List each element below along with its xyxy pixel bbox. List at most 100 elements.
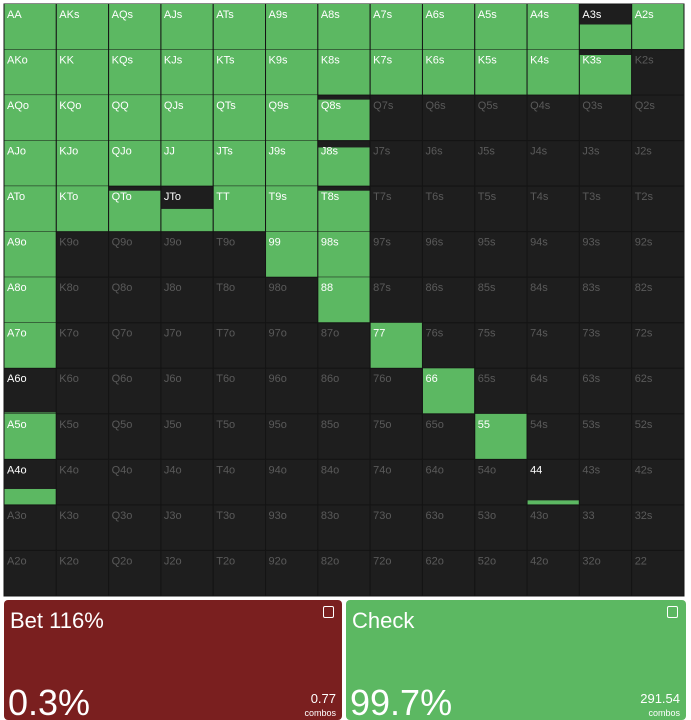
cell[interactable] — [474, 549, 528, 597]
hand-label: J8s — [321, 146, 339, 158]
cell[interactable] — [631, 94, 685, 142]
cell-fill — [370, 49, 422, 96]
cell[interactable] — [421, 549, 476, 597]
cell[interactable] — [631, 458, 685, 506]
cell[interactable] — [108, 276, 162, 324]
cell[interactable] — [212, 549, 267, 597]
hand-label: J2s — [635, 146, 653, 158]
cell[interactable] — [631, 231, 685, 278]
cell[interactable] — [578, 549, 633, 597]
cell-fill — [4, 140, 56, 187]
cell[interactable] — [526, 367, 580, 415]
bet-panel[interactable]: Bet 116% 0.3% 0.77 combos — [4, 600, 342, 720]
hand-label: 92s — [635, 237, 653, 249]
hand-label: 82s — [635, 282, 653, 294]
cell[interactable] — [631, 322, 685, 369]
cell[interactable] — [526, 413, 580, 460]
cell[interactable] — [578, 276, 633, 324]
cell[interactable] — [108, 322, 162, 369]
cell[interactable] — [369, 367, 423, 415]
cell[interactable] — [369, 140, 423, 187]
cell[interactable] — [212, 413, 267, 460]
cell[interactable] — [265, 458, 319, 506]
cell[interactable] — [317, 458, 371, 506]
cell[interactable] — [631, 504, 685, 551]
cell[interactable] — [474, 367, 528, 415]
cell[interactable] — [55, 322, 110, 369]
cell[interactable] — [526, 140, 580, 187]
cell[interactable] — [55, 367, 110, 415]
cell[interactable] — [526, 458, 580, 506]
icon[interactable] — [667, 606, 678, 618]
cell[interactable] — [631, 549, 685, 597]
cell-fill — [161, 49, 213, 96]
cell[interactable] — [265, 504, 319, 551]
hand-label: 64o — [425, 464, 443, 476]
cell[interactable] — [108, 458, 162, 506]
cell[interactable] — [369, 94, 423, 142]
range-grid: AA AKs AQs AJs ATs A9s A8s A7s A6s A5s A4s A3s A2s AK… — [3, 3, 685, 597]
cell[interactable] — [421, 231, 476, 278]
cell[interactable] — [317, 549, 371, 597]
cell[interactable] — [526, 231, 580, 278]
cell[interactable] — [160, 276, 214, 324]
hand-label: A8s — [321, 9, 340, 21]
hand-label: ATs — [216, 9, 234, 21]
hand-label: T7o — [216, 328, 235, 340]
cell[interactable] — [212, 231, 267, 278]
hand-label: KTs — [216, 54, 235, 66]
cell-fill — [109, 190, 161, 232]
hand-label: A2s — [635, 9, 654, 21]
cell[interactable] — [474, 140, 528, 187]
cell[interactable] — [108, 367, 162, 415]
hand-label: J2o — [164, 555, 182, 567]
cell[interactable] — [631, 140, 685, 187]
cell[interactable] — [55, 549, 110, 597]
cell[interactable] — [369, 185, 423, 233]
cell[interactable] — [421, 276, 476, 324]
cell[interactable] — [108, 549, 162, 597]
cell[interactable] — [160, 413, 214, 460]
cell[interactable] — [212, 276, 267, 324]
cell[interactable] — [369, 549, 423, 597]
cell[interactable] — [474, 458, 528, 506]
cell[interactable] — [474, 276, 528, 324]
cell[interactable] — [578, 458, 633, 506]
check-panel[interactable]: Check 99.7% 291.54 combos — [346, 600, 686, 720]
cell[interactable] — [369, 231, 423, 278]
cell-fill — [161, 140, 213, 187]
cell[interactable] — [108, 231, 162, 278]
cell[interactable] — [317, 322, 371, 369]
cell[interactable] — [212, 458, 267, 506]
cell[interactable] — [317, 367, 371, 415]
cell[interactable] — [160, 322, 214, 369]
cell[interactable] — [578, 504, 633, 551]
cell[interactable] — [474, 231, 528, 278]
cell-fill — [266, 95, 318, 141]
cell[interactable] — [3, 504, 57, 551]
cell[interactable] — [578, 367, 633, 415]
cell[interactable] — [421, 140, 476, 187]
cell[interactable] — [108, 413, 162, 460]
hand-label: J7s — [373, 146, 391, 158]
hand-label: 63s — [582, 373, 600, 385]
cell[interactable] — [265, 276, 319, 324]
icon[interactable] — [323, 606, 334, 618]
cell[interactable] — [631, 413, 685, 460]
cell[interactable] — [212, 367, 267, 415]
hand-label: 75o — [373, 419, 391, 431]
cell[interactable] — [421, 413, 476, 460]
cell[interactable] — [55, 276, 110, 324]
hand-label: Q3s — [582, 100, 603, 112]
cell[interactable] — [578, 322, 633, 369]
cell[interactable] — [578, 140, 633, 187]
cell[interactable] — [55, 413, 110, 460]
cell[interactable] — [55, 231, 110, 278]
cell[interactable] — [317, 413, 371, 460]
cell[interactable] — [526, 322, 580, 369]
cell[interactable] — [631, 367, 685, 415]
cell[interactable] — [631, 185, 685, 233]
cell[interactable] — [265, 413, 319, 460]
cell[interactable] — [369, 504, 423, 551]
cell[interactable] — [3, 549, 57, 597]
